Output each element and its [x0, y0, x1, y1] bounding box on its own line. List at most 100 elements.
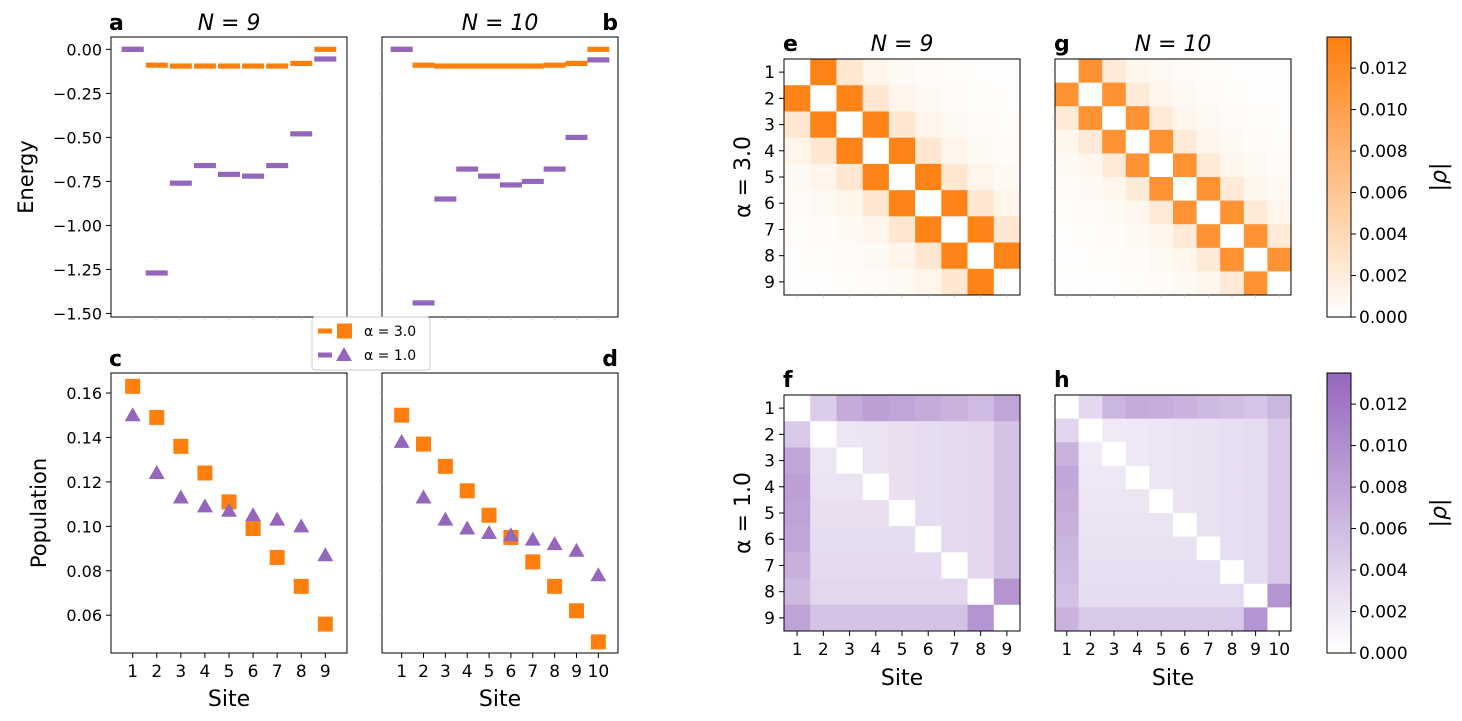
alpha1-energy-level [499, 182, 522, 188]
heatmap-cell [915, 59, 942, 86]
y-tick-label: 0.00 [66, 40, 102, 59]
y-tick-label: 5 [764, 168, 775, 188]
heatmap-cell [784, 499, 811, 527]
heatmap-cell [915, 447, 942, 475]
heatmap-cell [784, 190, 811, 217]
heatmap-cell [784, 421, 811, 448]
colorbar-tick-label: 0.006 [1359, 520, 1408, 540]
panel-title: N = 9 [871, 32, 934, 57]
y-tick-label: 7 [764, 556, 775, 576]
heatmap-cell [941, 216, 968, 243]
x-tick-label: 7 [527, 662, 538, 682]
heatmap-cell [784, 447, 811, 475]
alpha1-population-point [546, 536, 563, 551]
heatmap-cell [1055, 442, 1079, 467]
y-tick-label: 0.06 [66, 606, 102, 625]
heatmap-cell [1125, 129, 1150, 154]
x-tick-label: 3 [844, 640, 855, 660]
heatmap-cell [1243, 177, 1268, 201]
colorbar-tick-label: 0.008 [1359, 478, 1408, 498]
heatmap-cell [1196, 82, 1221, 107]
heatmap-cell [915, 578, 942, 606]
alpha3-energy-level [456, 63, 479, 69]
heatmap-cell [1267, 560, 1292, 585]
heatmap-cell [1173, 153, 1197, 178]
x-tick-label: 3 [1109, 640, 1120, 660]
alpha3-population-point [149, 409, 165, 425]
heatmap-cell [1149, 395, 1174, 419]
y-tick-label: 8 [764, 583, 775, 603]
heatmap-cell [1243, 59, 1268, 83]
heatmap-cell [1173, 607, 1197, 632]
heatmap-cell [1243, 271, 1268, 296]
plot-frame [381, 372, 619, 654]
heatmap-cell [967, 190, 995, 217]
heatmap-cell [1149, 442, 1174, 467]
y-tick-label: −1.25 [53, 260, 102, 279]
heatmap-cell [1173, 560, 1197, 585]
heatmap-cell [1267, 224, 1292, 249]
heatmap-cell [784, 85, 811, 112]
heatmap-cell [1220, 583, 1245, 608]
heatmap-cell [967, 59, 995, 86]
heatmap-cell [1078, 465, 1103, 490]
heatmap-cell [1102, 607, 1127, 632]
alpha3-population-point [293, 578, 309, 594]
heatmap-cell [1173, 59, 1197, 83]
heatmap-cell [915, 137, 942, 165]
heatmap-cell [967, 552, 995, 579]
bar-icon [318, 352, 332, 358]
colorbar-tick-label: 0.004 [1359, 225, 1408, 245]
heatmap-cell [967, 473, 995, 501]
heatmap-cell [1149, 177, 1174, 201]
heatmap-cell [941, 473, 968, 501]
x-tick-label: 2 [818, 640, 829, 660]
heatmap-cell [1173, 247, 1197, 272]
heatmap-cell [888, 216, 916, 243]
heatmap-cell [993, 552, 1021, 579]
heatmap-cell [1125, 82, 1150, 107]
heatmap-cell [1055, 536, 1079, 561]
heatmap-cell [1125, 560, 1150, 585]
heatmap-cell [1102, 536, 1127, 561]
x-axis-label: Site [1152, 666, 1194, 691]
heatmap-cell [941, 395, 968, 422]
heatmap-cell [888, 578, 916, 606]
alpha3-population-point [437, 458, 453, 474]
alpha3-population-point [590, 634, 606, 650]
heatmap-cell [1267, 129, 1292, 154]
x-tick-label: 7 [1203, 640, 1214, 660]
alpha3-energy-level [266, 63, 289, 69]
panel-letter: h [1054, 368, 1070, 393]
heatmap-cell [1149, 224, 1174, 249]
heatmap-cell [1125, 489, 1150, 514]
heatmap-cell [1149, 106, 1174, 131]
alpha3-population-point [317, 616, 333, 632]
heatmap-cell [888, 59, 916, 86]
heatmap-cell [1102, 177, 1127, 201]
y-axis-label: Energy [14, 140, 38, 214]
heatmap-cell [1102, 82, 1127, 107]
heatmap-cell [1125, 59, 1150, 83]
heatmap-cell [888, 499, 916, 527]
y-tick-label: −0.50 [53, 128, 102, 147]
heatmap-cell [1102, 418, 1127, 443]
heatmap-cell [1173, 224, 1197, 249]
heatmap-cell [1243, 607, 1268, 632]
plot-frame [381, 36, 619, 318]
heatmap-cell [915, 268, 942, 296]
heatmap-cell [993, 216, 1021, 243]
heatmap-cell [810, 85, 837, 112]
heatmap-cell [810, 604, 837, 632]
heatmap-cell [784, 163, 811, 191]
heatmap-cell [1078, 224, 1103, 249]
heatmap-cell [1055, 82, 1079, 107]
heatmap-cell [836, 137, 864, 165]
heatmap-cell [1173, 583, 1197, 608]
heatmap-cell [941, 137, 968, 165]
heatmap-cell [784, 268, 811, 296]
heatmap-cell [862, 242, 890, 270]
alpha3-energy-level [478, 63, 501, 69]
heatmap-cell [915, 526, 942, 553]
heatmap-cell [993, 242, 1021, 270]
